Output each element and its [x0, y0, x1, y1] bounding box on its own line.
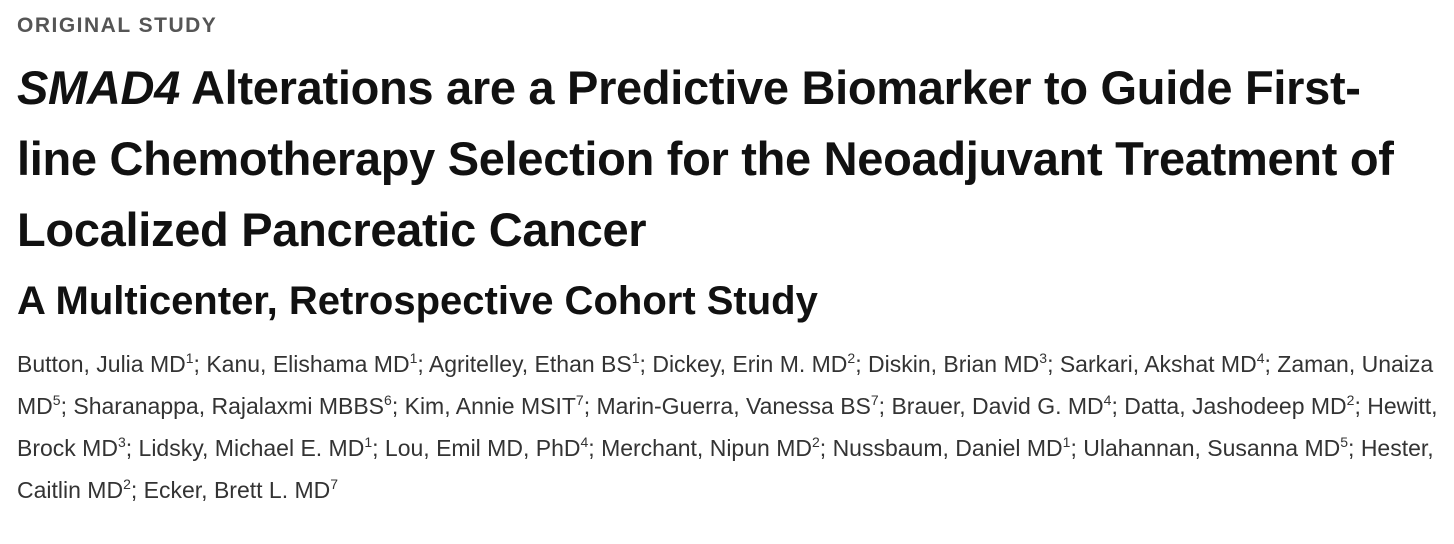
separator: ;	[125, 435, 139, 461]
author: Hester, Caitlin MD2	[17, 435, 1434, 503]
author-name: Marin-Guerra, Vanessa BS	[596, 393, 871, 419]
affiliation: 1	[185, 350, 194, 366]
author: Sarkari, Akshat MD4	[1060, 351, 1265, 377]
separator: ;	[855, 351, 868, 377]
affiliation: 2	[811, 434, 820, 450]
author: Nussbaum, Daniel MD1	[833, 435, 1071, 461]
separator: ;	[819, 435, 833, 461]
author: Sharanappa, Rajalaxmi MBBS6	[73, 393, 391, 419]
author: Diskin, Brian MD3	[868, 351, 1047, 377]
affiliation: 3	[1039, 350, 1048, 366]
affiliation: 4	[580, 434, 589, 450]
separator: ;	[1264, 351, 1278, 377]
affiliation: 7	[575, 392, 584, 408]
author: Dickey, Erin M. MD2	[652, 351, 855, 377]
author: Datta, Jashodeep MD2	[1124, 393, 1354, 419]
article-header: ORIGINAL STUDY SMAD4 Alterations are a P…	[17, 14, 1438, 511]
author-name: Brauer, David G. MD	[891, 393, 1104, 419]
title-text: Alterations are a Predictive Biomarker t…	[17, 61, 1394, 256]
separator: ;	[583, 393, 597, 419]
author-name: Sarkari, Akshat MD	[1059, 351, 1257, 377]
author-name: Datta, Jashodeep MD	[1124, 393, 1347, 419]
author: Ulahannan, Susanna MD5	[1083, 435, 1348, 461]
author: Merchant, Nipun MD2	[601, 435, 820, 461]
separator: ;	[193, 351, 207, 377]
separator: ;	[130, 477, 144, 503]
author-name: Kanu, Elishama MD	[206, 351, 410, 377]
separator: ;	[1348, 435, 1361, 461]
author: Kim, Annie MSIT7	[405, 393, 584, 419]
author: Brauer, David G. MD4	[891, 393, 1111, 419]
separator: ;	[588, 435, 602, 461]
separator: ;	[391, 393, 405, 419]
author-name: Merchant, Nipun MD	[601, 435, 812, 461]
author: Button, Julia MD1	[17, 351, 194, 377]
author-list: Button, Julia MD1; Kanu, Elishama MD1; A…	[17, 343, 1438, 511]
author-name: Ulahannan, Susanna MD	[1083, 435, 1341, 461]
separator: ;	[1047, 351, 1060, 377]
author-name: Kim, Annie MSIT	[404, 393, 576, 419]
author: Kanu, Elishama MD1	[206, 351, 417, 377]
author-name: Sharanappa, Rajalaxmi MBBS	[73, 393, 385, 419]
affiliation: 7	[330, 476, 339, 492]
separator: ;	[417, 351, 429, 377]
author-name: Hewitt, Brock MD	[17, 393, 1438, 461]
author-name: Button, Julia MD	[17, 351, 186, 377]
author-name: Hester, Caitlin MD	[17, 435, 1434, 503]
affiliation: 1	[631, 350, 640, 366]
author-name: Lou, Emil MD, PhD	[384, 435, 581, 461]
affiliation: 2	[847, 350, 856, 366]
affiliation: 1	[409, 350, 418, 366]
author: Ecker, Brett L. MD7	[144, 477, 338, 503]
author-name: Zaman, Unaiza MD	[17, 351, 1434, 419]
author-name: Nussbaum, Daniel MD	[832, 435, 1063, 461]
author: Hewitt, Brock MD3	[17, 393, 1438, 461]
affiliation: 4	[1256, 350, 1265, 366]
affiliation: 1	[1062, 434, 1071, 450]
author-name: Lidsky, Michael E. MD	[138, 435, 365, 461]
author: Agritelley, Ethan BS1	[429, 351, 640, 377]
affiliation: 2	[1346, 392, 1355, 408]
affiliation: 2	[123, 476, 131, 492]
subtitle: A Multicenter, Retrospective Cohort Stud…	[17, 279, 818, 323]
affiliation: 4	[1103, 392, 1112, 408]
author: Lou, Emil MD, PhD4	[385, 435, 588, 461]
affiliation: 3	[117, 434, 126, 450]
author-name: Dickey, Erin M. MD	[652, 351, 848, 377]
author-name: Diskin, Brian MD	[868, 351, 1040, 377]
separator: ;	[60, 393, 74, 419]
separator: ;	[639, 351, 653, 377]
title: SMAD4 Alterations are a Predictive Bioma…	[17, 52, 1438, 265]
article-type: ORIGINAL STUDY	[17, 14, 218, 37]
author: Zaman, Unaiza MD5	[17, 351, 1433, 419]
author: Marin-Guerra, Vanessa BS7	[596, 393, 878, 419]
affiliation: 1	[364, 434, 373, 450]
affiliation: 5	[1340, 434, 1349, 450]
separator: ;	[372, 435, 385, 461]
separator: ;	[1354, 393, 1368, 419]
author-name: Ecker, Brett L. MD	[143, 477, 331, 503]
separator: ;	[878, 393, 892, 419]
affiliation: 6	[384, 392, 392, 408]
separator: ;	[1070, 435, 1084, 461]
author: Lidsky, Michael E. MD1	[139, 435, 373, 461]
affiliation: 5	[52, 392, 61, 408]
separator: ;	[1111, 393, 1125, 419]
affiliation: 7	[870, 392, 879, 408]
author-name: Agritelley, Ethan BS	[428, 351, 632, 377]
gene-name: SMAD4	[17, 61, 181, 114]
